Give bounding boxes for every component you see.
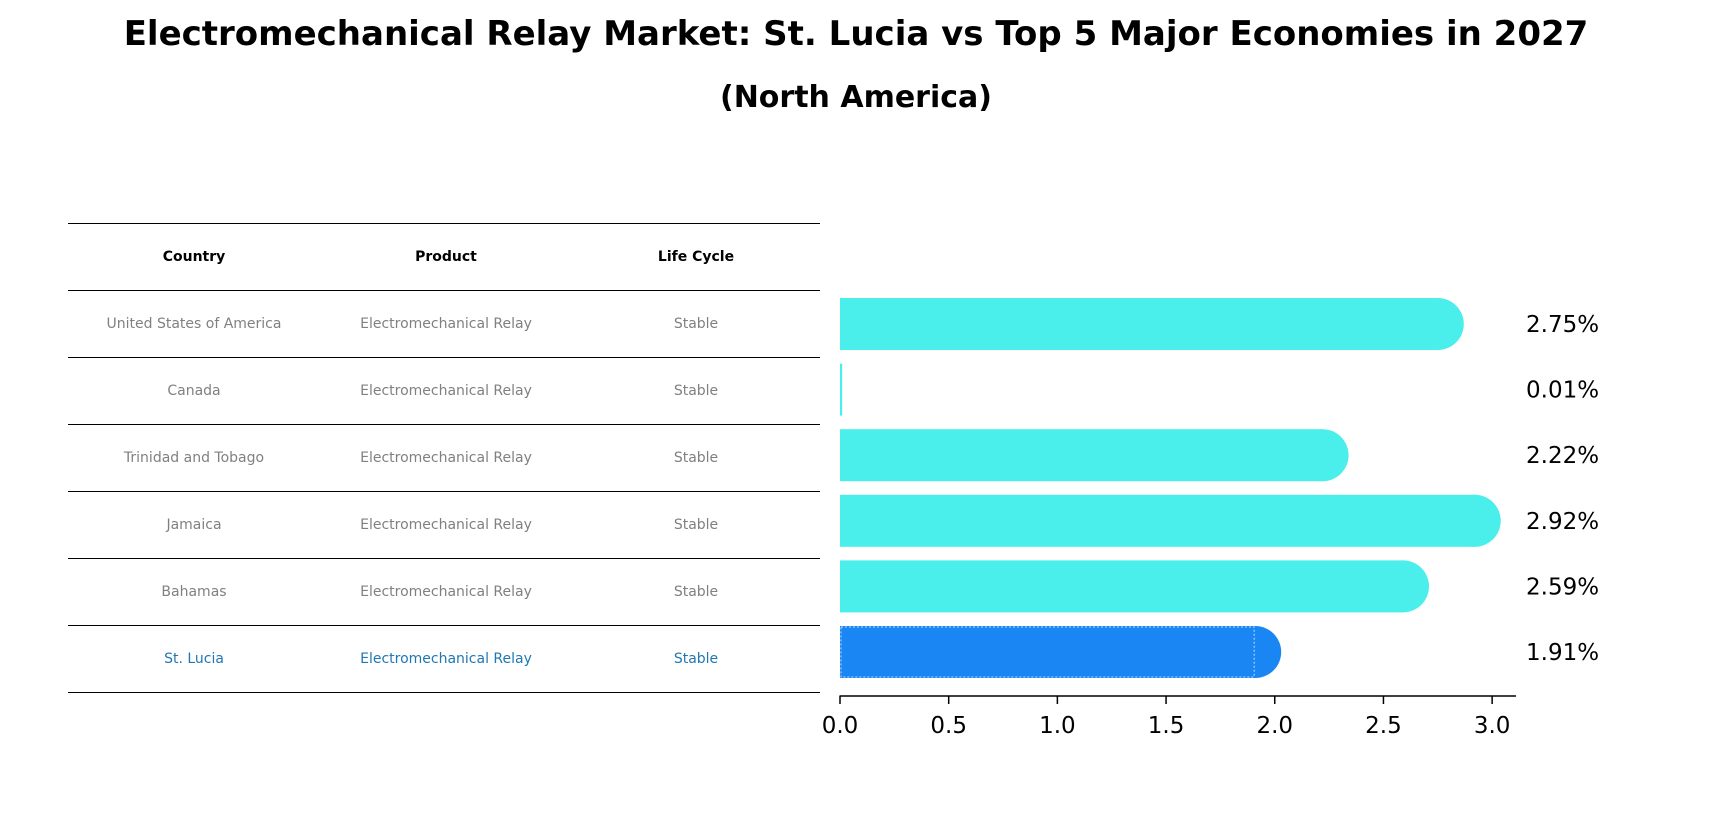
bar-cap [1377,560,1430,613]
header-country: Country [162,249,226,265]
bar-cap [1229,626,1282,678]
market-table: Country Product Life Cycle United States… [68,223,820,693]
bar-cap [1296,429,1349,482]
cell-product: Electromechanical Relay [360,383,532,399]
x-tick-label: 1.5 [1148,713,1185,739]
cell-country: St. Lucia [164,651,224,667]
bar [840,363,843,416]
bar-cap [1448,494,1501,547]
x-tick-label: 2.0 [1256,713,1293,739]
table-row: Bahamas Electromechanical Relay Stable [68,559,820,626]
cell-country: Bahamas [161,584,227,600]
chart-title: Electromechanical Relay Market: St. Luci… [123,14,1589,54]
header-life-cycle: Life Cycle [657,249,735,265]
cell-product: Electromechanical Relay [360,450,532,466]
value-label: 0.01% [1526,378,1599,404]
value-label: 2.75% [1526,312,1599,338]
table-row: United States of America Electromechanic… [68,291,820,358]
cell-life-cycle: Stable [673,517,719,533]
x-tick-label: 2.5 [1365,713,1402,739]
table-row: Jamaica Electromechanical Relay Stable [68,492,820,559]
bar-cap [1411,298,1464,350]
cell-life-cycle: Stable [673,383,719,399]
bar [840,429,1323,482]
bar [840,560,1404,613]
value-label: 2.92% [1526,509,1599,535]
bar [840,626,1256,678]
cell-product: Electromechanical Relay [360,584,532,600]
cell-country: Jamaica [166,517,222,533]
cell-country: United States of America [106,316,282,332]
table-header-row: Country Product Life Cycle [68,223,820,291]
cell-product: Electromechanical Relay [360,651,532,667]
x-tick-label: 0.0 [822,713,859,739]
table-row: Trinidad and Tobago Electromechanical Re… [68,425,820,492]
bar-highlight-outline [840,626,1255,678]
value-label: 2.59% [1526,574,1599,600]
cell-country: Trinidad and Tobago [123,450,265,466]
chart-subtitle: (North America) [719,80,992,115]
cell-life-cycle: Stable [673,316,719,332]
x-tick-label: 1.0 [1039,713,1076,739]
bar [840,494,1475,547]
cell-product: Electromechanical Relay [360,316,532,332]
table-row-highlighted: St. Lucia Electromechanical Relay Stable [68,626,820,693]
cell-life-cycle: Stable [673,651,719,667]
x-tick-label: 0.5 [930,713,967,739]
table-row: Canada Electromechanical Relay Stable [68,358,820,425]
value-label: 1.91% [1526,640,1599,666]
cell-country: Canada [167,383,221,399]
bar [840,298,1438,350]
header-product: Product [415,249,477,265]
cell-product: Electromechanical Relay [360,517,532,533]
value-label: 2.22% [1526,443,1599,469]
cell-life-cycle: Stable [673,450,719,466]
x-tick-label: 3.0 [1474,713,1511,739]
cell-life-cycle: Stable [673,584,719,600]
